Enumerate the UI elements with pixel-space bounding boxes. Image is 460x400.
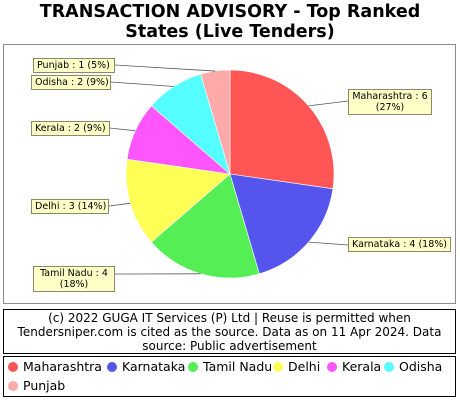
slice-label-text: Tamil Nadu : 4 [40,268,108,279]
legend-swatch [273,362,283,372]
legend-swatch [8,362,18,372]
slice-label-text: Karnataka : 4 (18%) [352,239,447,250]
slice-label-text: Punjab : 1 (5%) [37,60,110,71]
legend-swatch [384,362,394,372]
source-line-2: Tendersniper.com is cited as the source.… [17,325,442,339]
legend-label: Delhi [288,359,321,374]
leader-line-karnataka [308,241,349,246]
source-line-1: (c) 2022 GUGA IT Services (P) Ltd | Reus… [48,311,411,325]
legend-swatch [8,381,18,391]
slice-label-punjab: Punjab : 1 (5%) [33,58,115,73]
legend-item-maharashtra: Maharashtra [8,359,102,375]
chart-title: TRANSACTION ADVISORY - Top Ranked States… [0,2,460,42]
leader-line-punjab [114,64,216,72]
slice-label-text: Delhi : 3 (14%) [35,201,107,212]
slice-label-kerala: Kerala : 2 (9%) [31,121,110,136]
legend-label: Maharashtra [23,359,102,374]
legend-swatch [327,362,337,372]
legend: Maharashtra Karnataka Tamil Nadu Delhi Keral… [3,356,456,397]
pie-slice-maharashtra [229,69,335,190]
slice-label-delhi: Delhi : 3 (14%) [31,199,109,214]
slice-label-text: Odisha : 2 (9%) [35,77,109,88]
chart-title-line-1: TRANSACTION ADVISORY - Top Ranked [39,2,421,22]
pie-slice-delhi [125,158,231,243]
leader-line-odisha [110,81,174,87]
legend-item-karnataka: Karnataka [107,359,185,375]
legend-swatch [188,362,198,372]
legend-label: Kerala [342,359,382,374]
slice-label-percent: (27%) [375,102,405,113]
leader-line-kerala [109,127,136,132]
legend-item-tamil-nadu: Tamil Nadu [188,359,272,375]
slice-label-karnataka: Karnataka : 4 (18%) [348,237,451,252]
pie-slice-karnataka [229,173,334,275]
leader-line-maharashtra [308,100,349,107]
slice-label-text: Maharashtra : 6 [352,91,428,102]
slice-label-percent: (18%) [59,279,89,290]
source-line-3: source: Public advertisement [142,339,317,353]
chart-title-line-2: States (Live Tenders) [125,22,335,42]
slice-label-odisha: Odisha : 2 (9%) [31,75,111,90]
legend-item-kerala: Kerala [327,359,381,375]
legend-item-odisha: Odisha [384,359,442,375]
legend-label: Punjab [23,378,66,393]
slice-label-text: Kerala : 2 (9%) [35,123,106,134]
legend-item-punjab: Punjab [8,378,65,394]
legend-swatch [107,362,117,372]
legend-label: Karnataka [122,359,186,374]
slice-label-maharashtra: Maharashtra : 6 (27%) [348,89,432,115]
legend-item-delhi: Delhi [273,359,320,375]
slice-label-tamil-nadu: Tamil Nadu : 4 (18%) [33,266,115,292]
leader-line-delhi [108,202,131,207]
legend-label: Odisha [399,359,443,374]
legend-label: Tamil Nadu [203,359,273,374]
source-note: (c) 2022 GUGA IT Services (P) Ltd | Reus… [3,309,456,354]
